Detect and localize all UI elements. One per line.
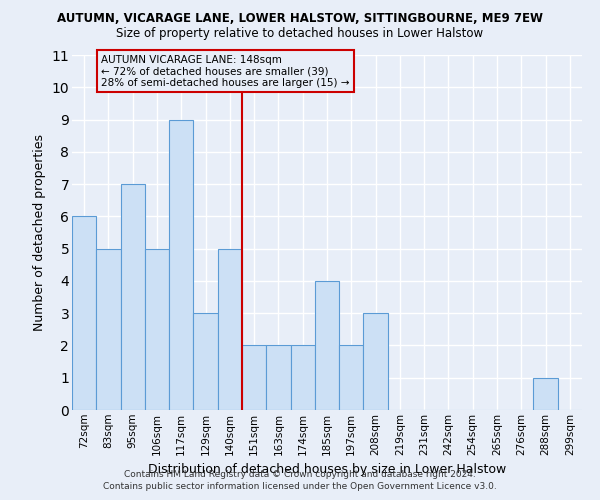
Bar [242, 346, 266, 410]
Text: Contains HM Land Registry data © Crown copyright and database right 2024.: Contains HM Land Registry data © Crown c… [124, 470, 476, 479]
Bar [218, 248, 242, 410]
Bar [169, 120, 193, 410]
Bar [72, 216, 96, 410]
Bar [145, 248, 169, 410]
Bar [266, 346, 290, 410]
Bar [193, 313, 218, 410]
Bar [96, 248, 121, 410]
Bar [315, 281, 339, 410]
Text: Size of property relative to detached houses in Lower Halstow: Size of property relative to detached ho… [116, 28, 484, 40]
Text: Contains public sector information licensed under the Open Government Licence v3: Contains public sector information licen… [103, 482, 497, 491]
Y-axis label: Number of detached properties: Number of detached properties [33, 134, 46, 331]
X-axis label: Distribution of detached houses by size in Lower Halstow: Distribution of detached houses by size … [148, 463, 506, 476]
Text: AUTUMN VICARAGE LANE: 148sqm
← 72% of detached houses are smaller (39)
28% of se: AUTUMN VICARAGE LANE: 148sqm ← 72% of de… [101, 54, 350, 88]
Bar [339, 346, 364, 410]
Text: AUTUMN, VICARAGE LANE, LOWER HALSTOW, SITTINGBOURNE, ME9 7EW: AUTUMN, VICARAGE LANE, LOWER HALSTOW, SI… [57, 12, 543, 26]
Bar [121, 184, 145, 410]
Bar [290, 346, 315, 410]
Bar [533, 378, 558, 410]
Bar [364, 313, 388, 410]
